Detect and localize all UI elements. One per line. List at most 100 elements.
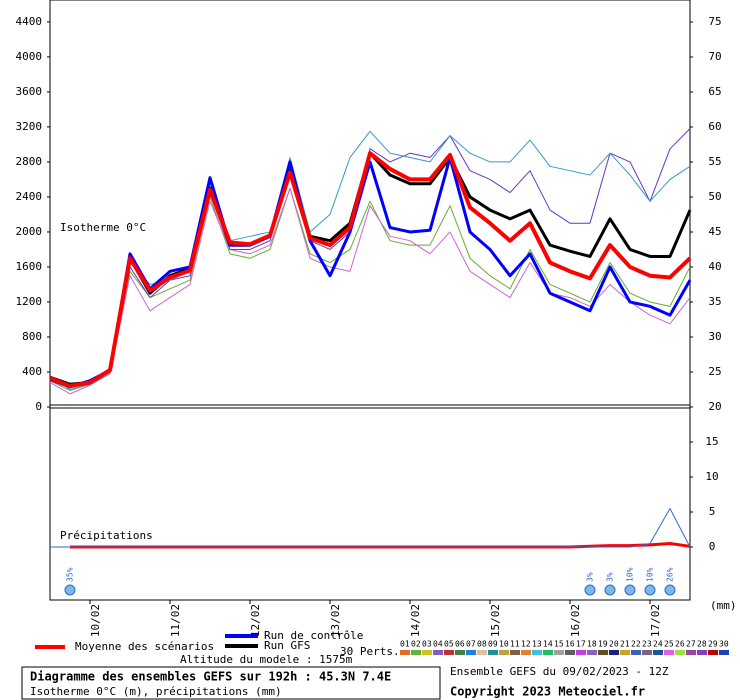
perturbation-swatch <box>576 650 586 655</box>
snow-icon <box>604 584 616 596</box>
snow-probability: 10% <box>626 567 635 582</box>
y-tick-label: 10 <box>705 470 718 483</box>
perturbation-swatch <box>455 650 465 655</box>
perturbation-swatch <box>477 650 487 655</box>
perturbation-swatch <box>587 650 597 655</box>
perturbation-label: 26 <box>675 640 685 649</box>
perturbation-label: 16 <box>565 640 575 649</box>
perturbation-label: 01 <box>400 640 410 649</box>
series-line <box>49 151 692 388</box>
perturbation-label: 11 <box>510 640 520 649</box>
perturbation-swatch <box>488 650 498 655</box>
snow-icon <box>664 584 676 596</box>
perturbation-label: 03 <box>422 640 432 649</box>
perturbation-swatch <box>521 650 531 655</box>
perturbation-swatch <box>411 650 421 655</box>
y2-tick-label: 40 <box>708 260 721 273</box>
y-tick-label: 15 <box>705 435 718 448</box>
snow-icon <box>624 584 636 596</box>
snow-icon <box>644 584 656 596</box>
series-line <box>49 187 691 391</box>
footer-title: Diagramme des ensembles GEFS sur 192h : … <box>30 670 391 684</box>
y2-tick-label: 50 <box>708 190 721 203</box>
perturbation-swatch <box>719 650 729 655</box>
x-tick-label: 15/02 <box>489 604 502 637</box>
y2-tick-label: 45 <box>708 225 721 238</box>
perturbation-label: 08 <box>477 640 487 649</box>
perturbation-label: 28 <box>697 640 707 649</box>
y-tick-label: 5 <box>709 505 716 518</box>
perturbation-swatch <box>400 650 410 655</box>
perturbation-label: 21 <box>620 640 630 649</box>
footer-subtitle: Isotherme 0°C (m), précipitations (mm) <box>30 685 282 698</box>
y2-tick-label: 35 <box>708 295 721 308</box>
altitude: Altitude du modele : 1575m <box>180 653 353 666</box>
series-line <box>49 130 691 390</box>
perturbation-label: 07 <box>466 640 476 649</box>
y2-tick-label: 55 <box>708 155 721 168</box>
perturbation-swatch <box>697 650 707 655</box>
y2-tick-label: 70 <box>708 50 721 63</box>
copyright: Copyright 2023 Meteociel.fr <box>450 685 645 699</box>
x-tick-label: 11/02 <box>169 604 182 637</box>
perturbation-label: 06 <box>455 640 465 649</box>
perturbation-label: 24 <box>653 640 663 649</box>
x-tick-label: 14/02 <box>409 604 422 637</box>
y-tick-label: 2800 <box>16 155 43 168</box>
x-tick-label: 16/02 <box>569 604 582 637</box>
perturbation-swatch <box>598 650 608 655</box>
y-tick-label: 1600 <box>16 260 43 273</box>
perturbation-swatch <box>532 650 542 655</box>
y2-tick-label: 75 <box>708 15 721 28</box>
y2-tick-label: 30 <box>708 330 721 343</box>
perturbation-label: 30 <box>719 640 729 649</box>
series-line <box>49 128 691 389</box>
series-line <box>49 187 691 395</box>
plot-frame <box>49 0 691 601</box>
perturbation-label: 29 <box>708 640 718 649</box>
legend-label: Moyenne des scénarios <box>75 640 214 653</box>
series-line <box>50 508 691 548</box>
perturbation-swatch <box>499 650 509 655</box>
y2-tick-label: 65 <box>708 85 721 98</box>
y-tick-label: 3200 <box>16 120 43 133</box>
perturbation-label: 18 <box>587 640 597 649</box>
perturbation-label: 15 <box>554 640 564 649</box>
y-tick-label: 1200 <box>16 295 43 308</box>
perturbation-label: 17 <box>576 640 586 649</box>
perturbation-swatch <box>433 650 443 655</box>
perturbation-label: 22 <box>631 640 641 649</box>
perturbation-label: 05 <box>444 640 454 649</box>
snow-probability: 35% <box>66 567 75 582</box>
annotation: Isotherme 0°C <box>60 221 146 234</box>
perturbation-label: 13 <box>532 640 542 649</box>
legend-label: Run GFS <box>264 639 310 652</box>
y-tick-label: 2000 <box>16 225 43 238</box>
y2-tick-label: 60 <box>708 120 721 133</box>
x-tick-label: 13/02 <box>329 604 342 637</box>
perturbation-swatch <box>708 650 718 655</box>
perturbation-label: 25 <box>664 640 674 649</box>
perturbation-label: 12 <box>521 640 531 649</box>
perturbation-swatch <box>466 650 476 655</box>
series-line <box>49 156 692 389</box>
y2-tick-label: 25 <box>708 365 721 378</box>
annotation: Précipitations <box>60 529 153 542</box>
perturbation-swatch <box>422 650 432 655</box>
legend-label: Run de contrôle <box>264 629 363 642</box>
y-tick-label: 0 <box>709 540 716 553</box>
snow-probability: 3% <box>606 572 615 582</box>
y-tick-label: 4000 <box>16 50 43 63</box>
perturbation-label: 09 <box>488 640 498 649</box>
perturbation-label: 14 <box>543 640 553 649</box>
perturbation-label: 27 <box>686 640 696 649</box>
y-tick-label: 800 <box>22 330 42 343</box>
perturbations-title: 30 Perts. <box>340 645 400 658</box>
y-axis-label: (mm) <box>710 599 737 612</box>
perturbation-swatch <box>444 650 454 655</box>
snow-probability: 3% <box>586 572 595 582</box>
perturbation-label: 23 <box>642 640 652 649</box>
perturbation-swatch <box>664 650 674 655</box>
x-tick-label: 10/02 <box>89 604 102 637</box>
